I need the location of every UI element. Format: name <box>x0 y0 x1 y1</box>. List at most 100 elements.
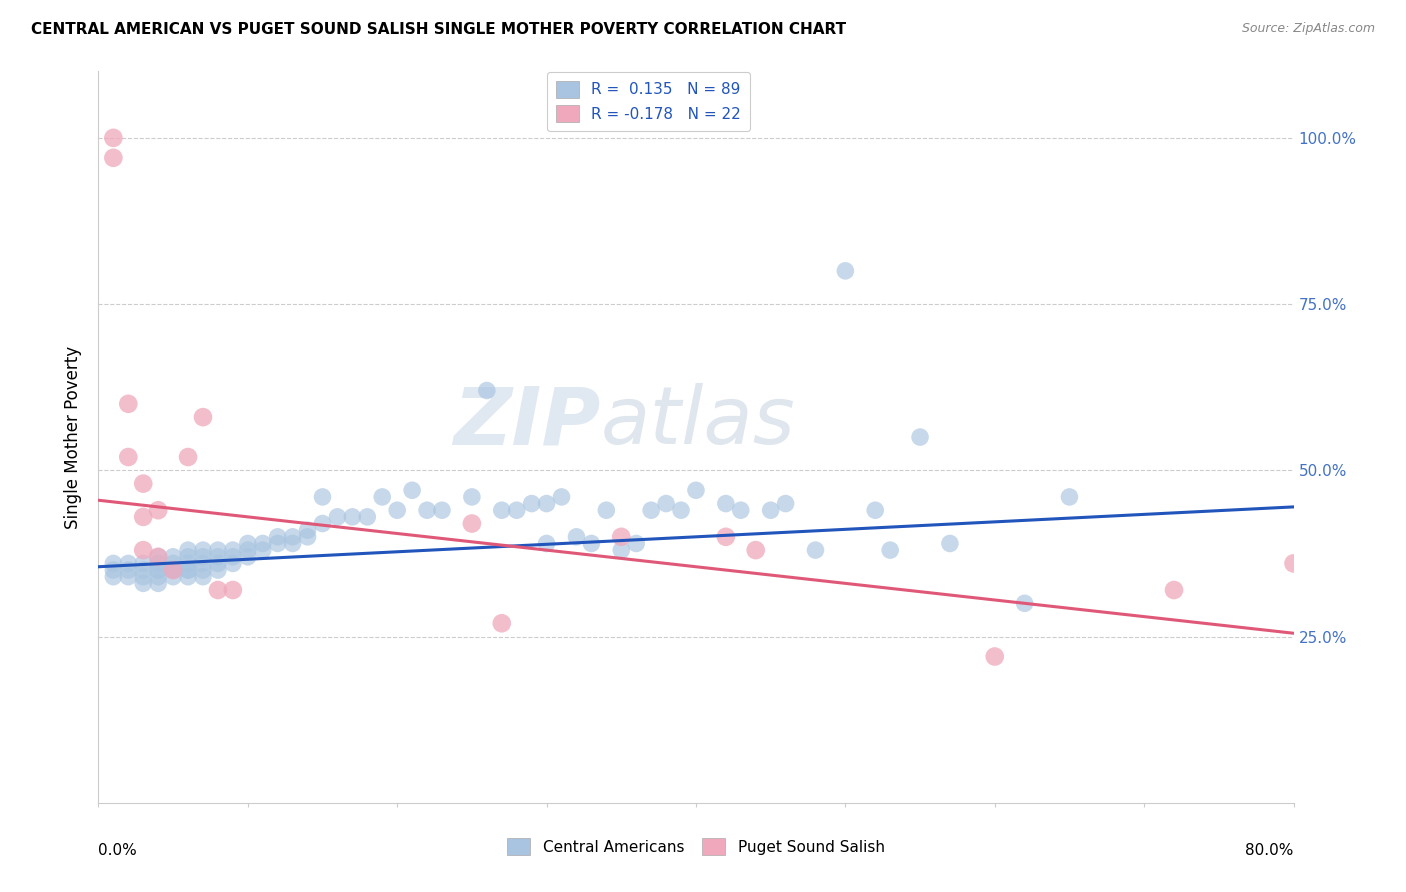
Point <box>207 582 229 597</box>
Point <box>371 490 394 504</box>
Point <box>879 543 901 558</box>
Point <box>610 543 633 558</box>
Point <box>148 563 170 577</box>
Point <box>536 536 558 550</box>
Text: CENTRAL AMERICAN VS PUGET SOUND SALISH SINGLE MOTHER POVERTY CORRELATION CHART: CENTRAL AMERICAN VS PUGET SOUND SALISH S… <box>31 22 846 37</box>
Point <box>714 530 737 544</box>
Point <box>430 503 453 517</box>
Point <box>177 549 200 564</box>
Point <box>461 490 484 504</box>
Point <box>626 536 648 550</box>
Point <box>148 549 170 564</box>
Point <box>117 570 139 584</box>
Point <box>281 536 304 550</box>
Point <box>222 543 245 558</box>
Text: 80.0%: 80.0% <box>1246 843 1294 858</box>
Point <box>520 497 543 511</box>
Text: Source: ZipAtlas.com: Source: ZipAtlas.com <box>1241 22 1375 36</box>
Point <box>581 536 603 550</box>
Point <box>669 503 692 517</box>
Point <box>162 563 184 577</box>
Point <box>132 563 155 577</box>
Point <box>191 543 214 558</box>
Point <box>148 570 170 584</box>
Text: 0.0%: 0.0% <box>98 843 138 858</box>
Point <box>297 523 319 537</box>
Point <box>506 503 529 517</box>
Point <box>148 557 170 571</box>
Point <box>132 570 155 584</box>
Point <box>759 503 782 517</box>
Point <box>267 530 290 544</box>
Point <box>132 509 155 524</box>
Text: atlas: atlas <box>600 384 796 461</box>
Point <box>117 397 139 411</box>
Point <box>177 563 200 577</box>
Legend: Central Americans, Puget Sound Salish: Central Americans, Puget Sound Salish <box>502 832 890 861</box>
Point <box>191 557 214 571</box>
Point <box>103 131 125 145</box>
Point <box>385 503 409 517</box>
Point <box>191 563 214 577</box>
Point <box>550 490 572 504</box>
Point <box>103 151 125 165</box>
Point <box>491 503 513 517</box>
Point <box>311 516 333 531</box>
Point <box>162 563 184 577</box>
Point <box>177 450 200 464</box>
Point <box>834 264 856 278</box>
Point <box>191 570 214 584</box>
Point <box>207 563 229 577</box>
Point <box>745 543 768 558</box>
Point <box>252 543 274 558</box>
Point <box>148 549 170 564</box>
Point <box>356 509 378 524</box>
Point <box>148 503 170 517</box>
Point <box>207 543 229 558</box>
Point <box>326 509 349 524</box>
Point <box>191 549 214 564</box>
Point <box>401 483 423 498</box>
Point <box>236 549 259 564</box>
Point <box>536 497 558 511</box>
Point <box>177 563 200 577</box>
Point <box>939 536 962 550</box>
Point <box>222 557 245 571</box>
Point <box>491 616 513 631</box>
Point <box>1282 557 1305 571</box>
Point <box>103 557 125 571</box>
Point <box>191 410 214 425</box>
Point <box>610 530 633 544</box>
Point <box>117 450 139 464</box>
Point <box>103 563 125 577</box>
Point <box>162 557 184 571</box>
Point <box>177 570 200 584</box>
Point <box>640 503 662 517</box>
Point <box>775 497 797 511</box>
Point <box>132 476 155 491</box>
Point <box>1163 582 1185 597</box>
Point <box>207 549 229 564</box>
Point <box>984 649 1007 664</box>
Point <box>207 557 229 571</box>
Point <box>117 557 139 571</box>
Point <box>222 582 245 597</box>
Point <box>162 549 184 564</box>
Point <box>342 509 364 524</box>
Point <box>804 543 827 558</box>
Point <box>655 497 678 511</box>
Text: ZIP: ZIP <box>453 384 600 461</box>
Point <box>461 516 484 531</box>
Point <box>236 543 259 558</box>
Point <box>132 543 155 558</box>
Point <box>236 536 259 550</box>
Point <box>714 497 737 511</box>
Point <box>252 536 274 550</box>
Point <box>1014 596 1036 610</box>
Point <box>685 483 707 498</box>
Point <box>162 563 184 577</box>
Point <box>222 549 245 564</box>
Point <box>281 530 304 544</box>
Point <box>177 543 200 558</box>
Point <box>162 570 184 584</box>
